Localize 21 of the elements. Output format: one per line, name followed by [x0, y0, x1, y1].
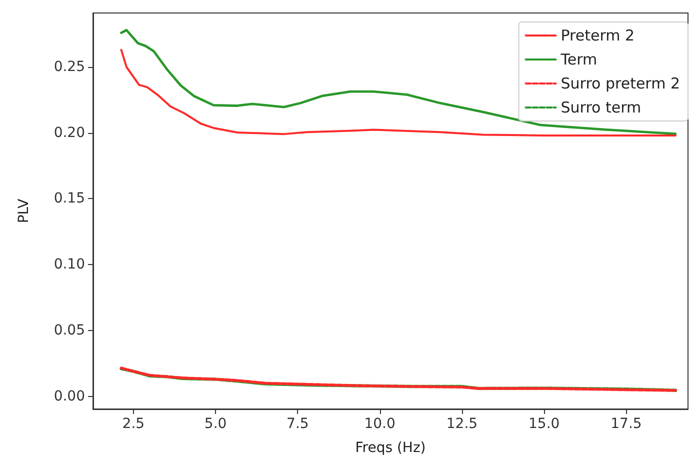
- x-tick-label: 15.0: [528, 416, 560, 432]
- y-tick-label: 0.05: [54, 322, 85, 338]
- legend-label: Term: [560, 50, 598, 68]
- x-tick-label: 7.5: [286, 416, 309, 432]
- legend-label: Surro preterm 2: [560, 74, 680, 92]
- y-tick-label: 0.15: [54, 190, 85, 207]
- y-tick-label: 0.10: [54, 256, 85, 273]
- x-tick-label: 17.5: [610, 416, 642, 432]
- x-tick-label: 12.5: [446, 416, 478, 432]
- x-tick-label: 10.0: [364, 416, 396, 432]
- x-axis-title: Freqs (Hz): [355, 440, 426, 456]
- legend-label: Preterm 2: [560, 26, 635, 44]
- y-tick-label: 0.20: [54, 124, 85, 141]
- y-tick-label: 0.25: [54, 59, 85, 76]
- legend-label: Surro term: [560, 98, 642, 116]
- x-tick-label: 2.5: [122, 416, 145, 432]
- line-series: [120, 28, 677, 135]
- line-series: [120, 48, 677, 137]
- y-axis-title: PLV: [16, 198, 32, 224]
- y-tick-label: 0.00: [54, 388, 85, 404]
- x-tick-label: 5.0: [204, 416, 227, 432]
